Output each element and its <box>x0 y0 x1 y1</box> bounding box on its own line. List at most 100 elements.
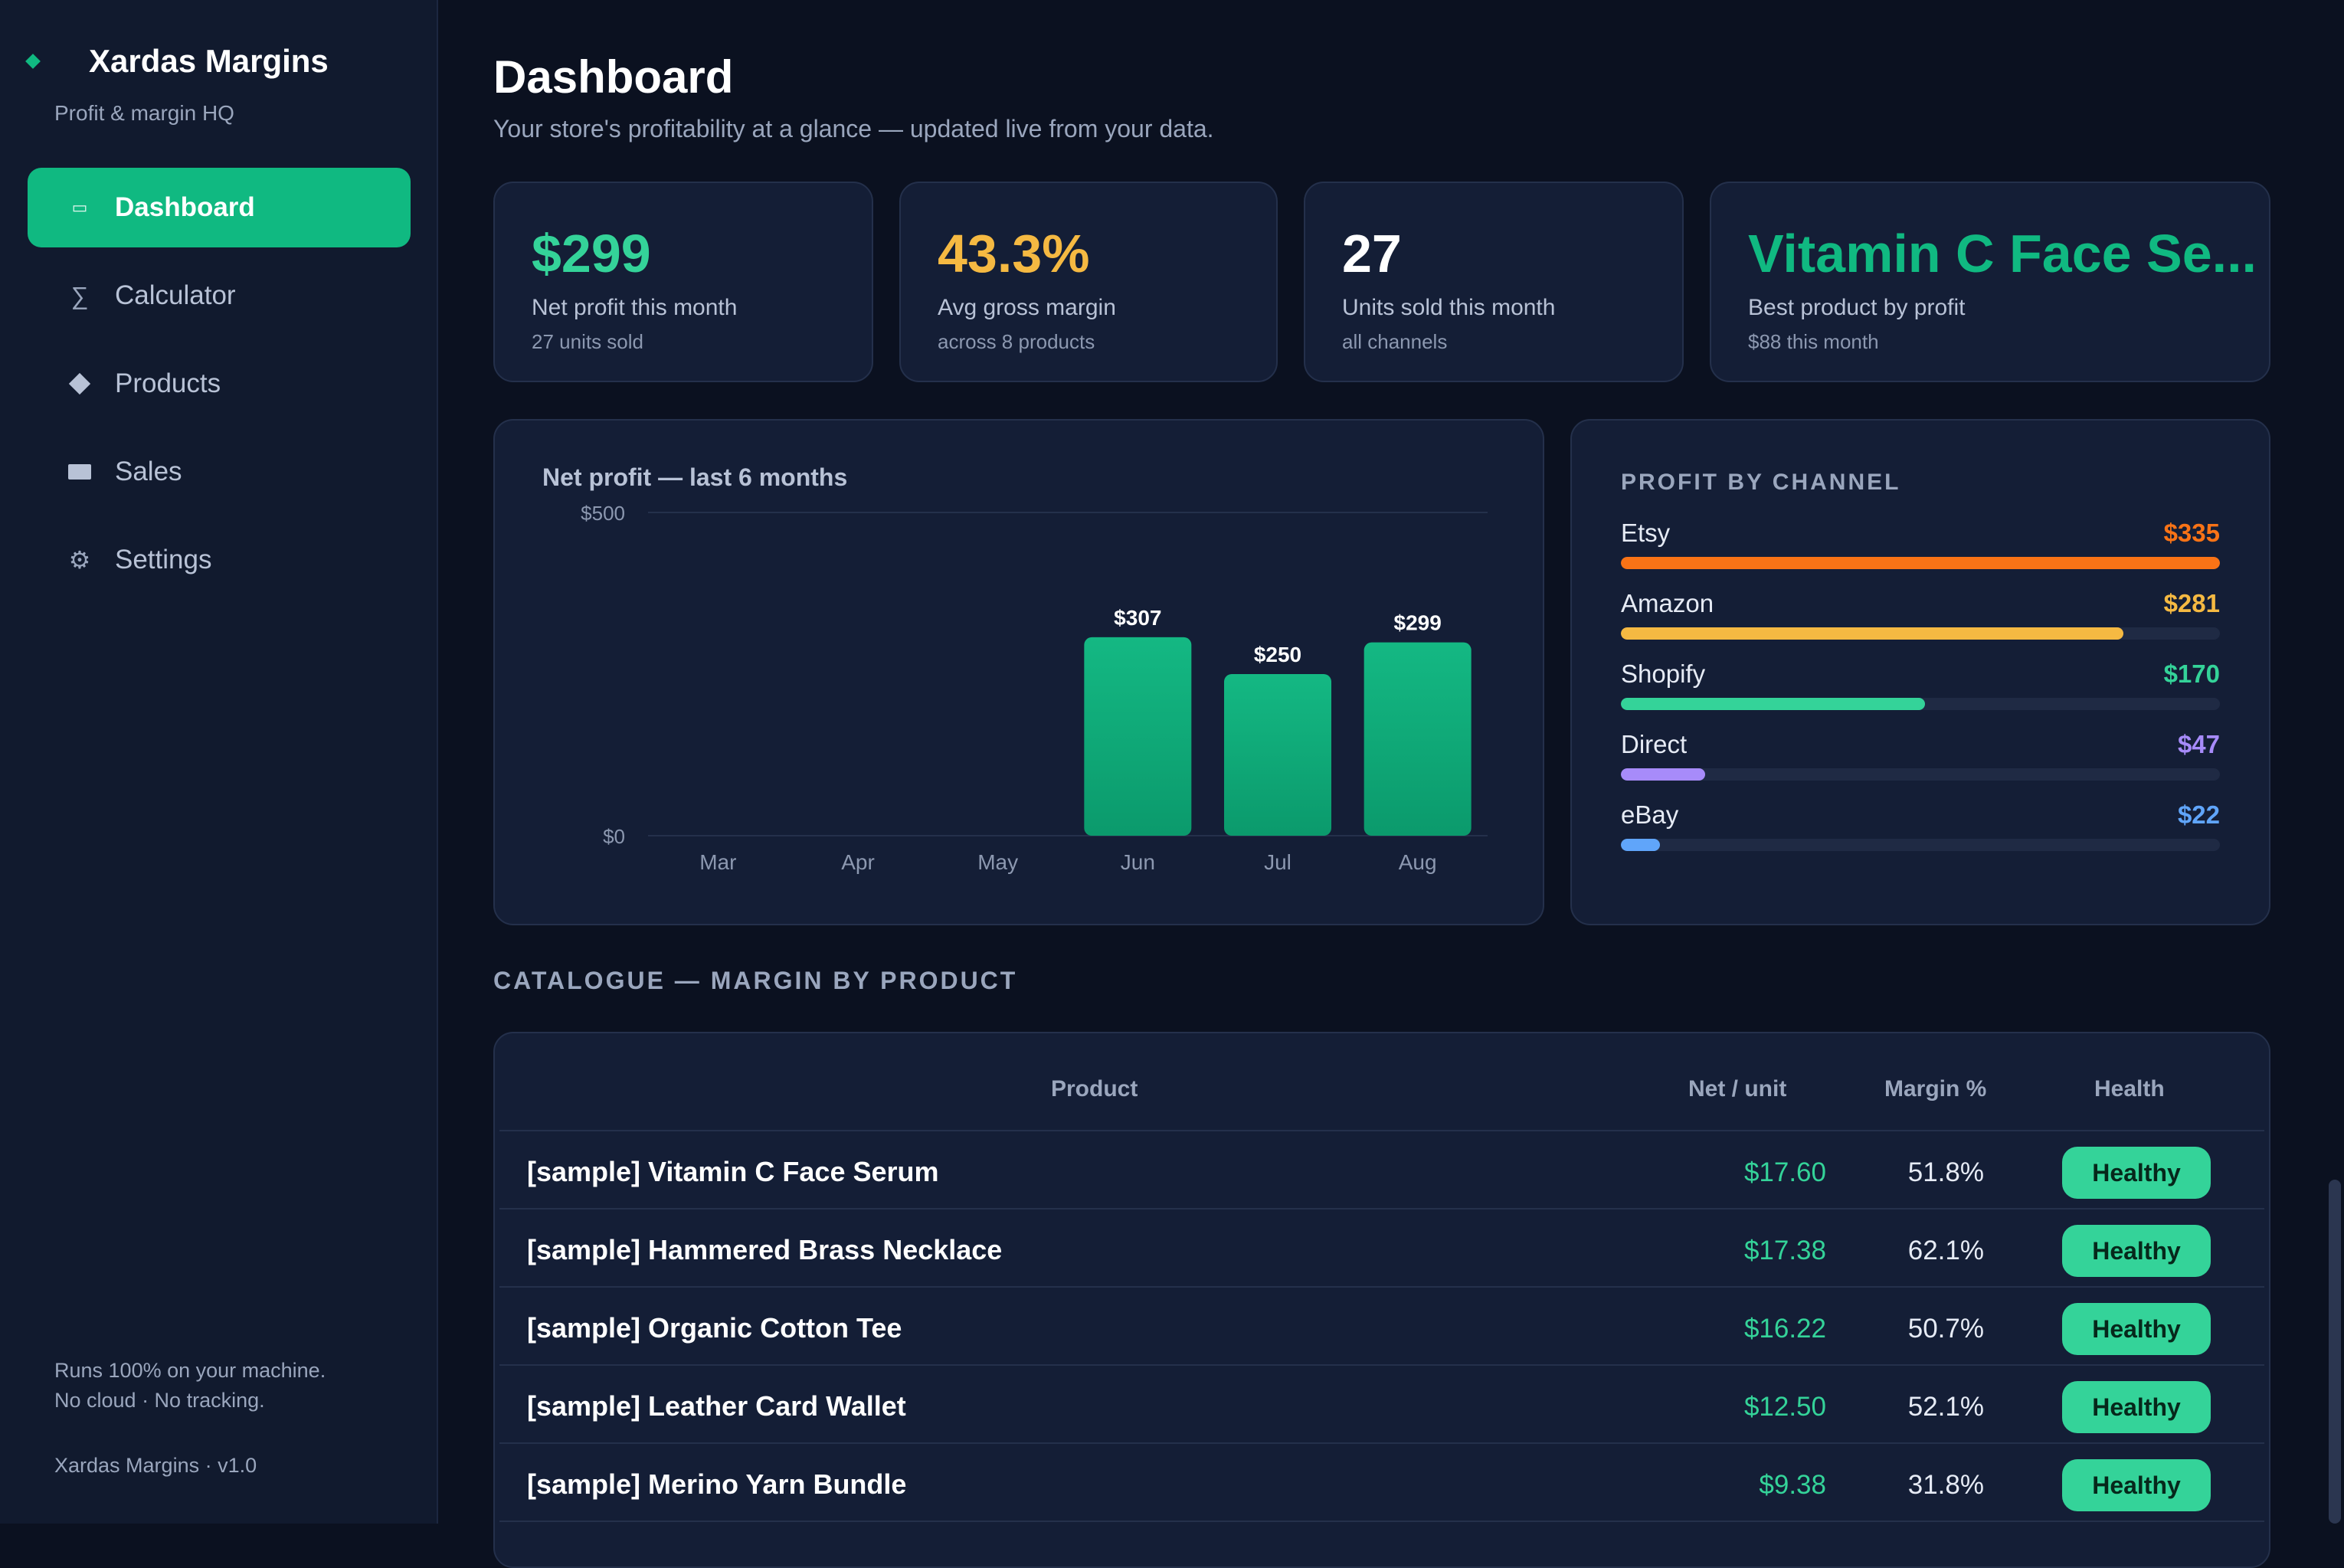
x-tick-label: Jul <box>1264 850 1291 874</box>
sidebar-item-label: Products <box>115 368 221 398</box>
sidebar-item-label: Sales <box>115 457 182 486</box>
gear-icon: ⚙ <box>68 546 91 574</box>
product-name: [sample] Leather Card Wallet <box>527 1390 906 1422</box>
sidebar-item-label: Settings <box>115 545 212 574</box>
health-badge: Healthy <box>2062 1381 2211 1433</box>
margin-percent: 51.8% <box>1907 1157 1984 1187</box>
column-header-health[interactable]: Health <box>2094 1076 2165 1102</box>
channel-bar-fill <box>1621 839 1661 851</box>
app-name: Xardas Margins <box>89 43 329 79</box>
table-row[interactable]: [sample] Organic Cotton Tee $16.22 50.7% He… <box>499 1288 2264 1366</box>
sidebar-item-settings[interactable]: ⚙ Settings <box>28 520 411 600</box>
table-row[interactable]: [sample] Leather Card Wallet $12.50 52.1% H… <box>499 1366 2264 1444</box>
channel-name: eBay <box>1621 800 1679 829</box>
channel-value: $281 <box>2163 589 2220 617</box>
channel-value: $170 <box>2163 660 2220 688</box>
x-tick-label: Jun <box>1121 850 1155 874</box>
version-label: Xardas Margins · v1.0 <box>54 1454 257 1477</box>
kpi-card-units-sold: 27 Units sold this month all channels <box>1304 182 1684 382</box>
channel-value: $335 <box>2163 519 2220 547</box>
kpi-value: 27 <box>1342 224 1402 283</box>
margin-percent: 52.1% <box>1907 1392 1984 1422</box>
net-profit-chart-card: Net profit — last 6 months $0 $500 Mar Apr M… <box>493 419 1544 925</box>
product-name: [sample] Merino Yarn Bundle <box>527 1468 907 1500</box>
logo-diamond-icon <box>25 54 41 69</box>
kpi-value: $299 <box>532 224 651 283</box>
sidebar-item-calculator[interactable]: ∑ Calculator <box>28 256 411 336</box>
channel-bar-track <box>1621 768 2220 781</box>
bar-data-label: $250 <box>1254 643 1301 666</box>
channel-bar-track <box>1621 839 2220 851</box>
channel-name: Amazon <box>1621 589 1714 617</box>
channel-bar-fill <box>1621 557 2220 569</box>
page-scrollbar-thumb[interactable] <box>2329 1180 2341 1524</box>
page-title: Dashboard <box>493 51 734 103</box>
channel-bar-track <box>1621 627 2220 640</box>
channel-name: Shopify <box>1621 660 1706 688</box>
channel-bar-fill <box>1621 768 1705 781</box>
column-header-product[interactable]: Product <box>1051 1076 1138 1102</box>
kpi-sub: across 8 products <box>938 330 1095 353</box>
channel-bar-track <box>1621 557 2220 569</box>
privacy-note: Runs 100% on your machine. No cloud · No… <box>54 1356 326 1416</box>
net-per-unit: $16.22 <box>1743 1314 1826 1344</box>
sigma-icon: ∑ <box>70 281 89 309</box>
page-subtitle: Your store's profitability at a glance —… <box>493 115 1214 142</box>
health-badge: Healthy <box>2062 1303 2211 1355</box>
margin-percent: 50.7% <box>1907 1314 1984 1344</box>
channel-value: $47 <box>2177 730 2220 758</box>
channel-value: $22 <box>2177 800 2220 829</box>
channel-bar-fill <box>1621 627 2123 640</box>
kpi-value: 43.3% <box>938 224 1090 283</box>
y-tick-label: $500 <box>581 502 625 525</box>
bar-aug <box>1364 642 1472 836</box>
product-name: [sample] Organic Cotton Tee <box>527 1312 902 1344</box>
health-badge: Healthy <box>2062 1459 2211 1511</box>
column-header-net-unit[interactable]: Net / unit <box>1688 1076 1787 1102</box>
column-header-margin[interactable]: Margin % <box>1884 1076 1987 1102</box>
kpi-sub: 27 units sold <box>532 330 643 353</box>
kpi-sub: all channels <box>1342 330 1448 353</box>
margin-percent: 62.1% <box>1907 1236 1984 1265</box>
table-row[interactable]: [sample] Vitamin C Face Serum $17.60 51.8%… <box>499 1131 2264 1210</box>
channel-name: Etsy <box>1621 519 1671 547</box>
table-header: Product Net / unit Margin % Health <box>499 1038 2264 1131</box>
profit-by-channel-card: PROFIT BY CHANNEL Etsy $335 Amazon $281 Shop… <box>1570 419 2270 925</box>
bar-jun <box>1084 637 1192 836</box>
main-content: Dashboard Your store's profitability at … <box>438 0 2323 1568</box>
net-per-unit: $12.50 <box>1743 1392 1826 1422</box>
catalogue-table: Product Net / unit Margin % Health [samp… <box>493 1032 2270 1568</box>
net-per-unit: $9.38 <box>1759 1470 1826 1500</box>
catalogue-title: CATALOGUE — MARGIN BY PRODUCT <box>493 967 1018 994</box>
kpi-sub: $88 this month <box>1748 330 1879 353</box>
kpi-label: Net profit this month <box>532 295 738 320</box>
net-per-unit: $17.38 <box>1743 1236 1826 1265</box>
product-name: [sample] Vitamin C Face Serum <box>527 1156 939 1187</box>
kpi-label: Units sold this month <box>1342 295 1556 320</box>
sidebar-item-dashboard[interactable]: ▭ Dashboard <box>28 168 411 247</box>
sidebar-item-products[interactable]: Products <box>28 344 411 424</box>
dashboard-icon: ▭ <box>71 198 88 217</box>
kpi-label: Avg gross margin <box>938 295 1116 320</box>
kpi-card-gross-margin: 43.3% Avg gross margin across 8 products <box>899 182 1278 382</box>
net-per-unit: $17.60 <box>1743 1157 1826 1187</box>
health-badge: Healthy <box>2062 1225 2211 1277</box>
brand[interactable]: Xardas Margins <box>25 43 329 80</box>
table-row[interactable]: [sample] Hammered Brass Necklace $17.38 62… <box>499 1210 2264 1288</box>
channel-bar-fill <box>1621 698 1925 710</box>
channel-bar-track <box>1621 698 2220 710</box>
table-row[interactable]: [sample] Merino Yarn Bundle $9.38 31.8% Hea… <box>499 1444 2264 1522</box>
net-profit-chart: $0 $500 Mar Apr May $307 Jun $250 Jul $299 Aug <box>581 502 1488 874</box>
sidebar-item-sales[interactable]: Sales <box>28 432 411 512</box>
bar-data-label: $299 <box>1394 611 1442 635</box>
y-tick-label: $0 <box>603 825 625 848</box>
x-tick-label: Aug <box>1399 850 1437 874</box>
bar-data-label: $307 <box>1114 606 1161 630</box>
app-tagline: Profit & margin HQ <box>54 101 234 125</box>
bar-jul <box>1224 674 1331 836</box>
kpi-card-net-profit: $299 Net profit this month 27 units sold <box>493 182 873 382</box>
privacy-note-line1: Runs 100% on your machine. <box>54 1359 326 1382</box>
health-badge: Healthy <box>2062 1147 2211 1199</box>
x-tick-label: Mar <box>699 850 736 874</box>
